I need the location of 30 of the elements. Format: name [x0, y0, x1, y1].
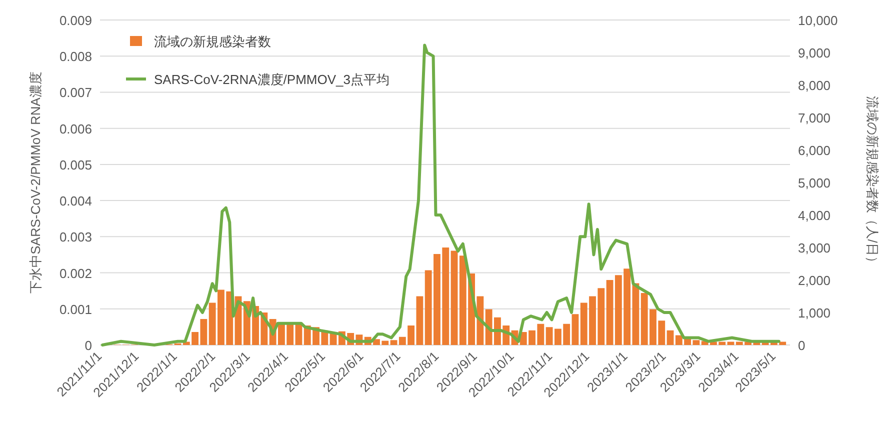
- y-tick-label: 0.007: [59, 85, 92, 100]
- y-axis-title: 下水中SARS-CoV-2/PMMoV RNA濃度: [28, 72, 43, 294]
- y2-tick-label: 5,000: [798, 176, 831, 190]
- y2-tick-label: 1,000: [798, 306, 831, 320]
- y2-tick-label: 4,000: [798, 208, 831, 223]
- y-tick-label: 0.008: [59, 49, 92, 64]
- y2-tick-label: 6,000: [798, 143, 831, 158]
- y-tick-label: 0.005: [59, 157, 92, 172]
- y2-tick-label: 8,000: [798, 78, 831, 93]
- y-tick-label: 0.004: [59, 194, 92, 209]
- legend-label: 流域の新規感染者数: [154, 34, 271, 49]
- y2-tick-label: 10,000: [798, 13, 838, 28]
- bar: [450, 250, 458, 345]
- legend-label: SARS-CoV-2RNA濃度/PMMOV_3点平均: [154, 72, 390, 87]
- y-tick-label: 0.006: [59, 121, 92, 136]
- bar: [606, 280, 614, 345]
- y-tick-label: 0: [84, 338, 92, 353]
- bar: [572, 314, 579, 345]
- y2-axis-title: 流域の新規感染者数（人/日）: [865, 96, 880, 269]
- bar: [390, 340, 398, 345]
- bar: [666, 330, 674, 345]
- y2-tick-label: 7,000: [798, 110, 831, 126]
- y2-tick-label: 9,000: [798, 46, 831, 60]
- y-tick-label: 0.009: [59, 13, 92, 28]
- y2-tick-label: 0: [798, 338, 806, 353]
- y-tick-label: 0.002: [59, 266, 92, 281]
- y2-tick-label: 3,000: [798, 240, 831, 256]
- y2-tick-label: 2,000: [798, 273, 831, 288]
- y-tick-label: 0.001: [59, 302, 92, 317]
- y-tick-label: 0.003: [59, 230, 92, 245]
